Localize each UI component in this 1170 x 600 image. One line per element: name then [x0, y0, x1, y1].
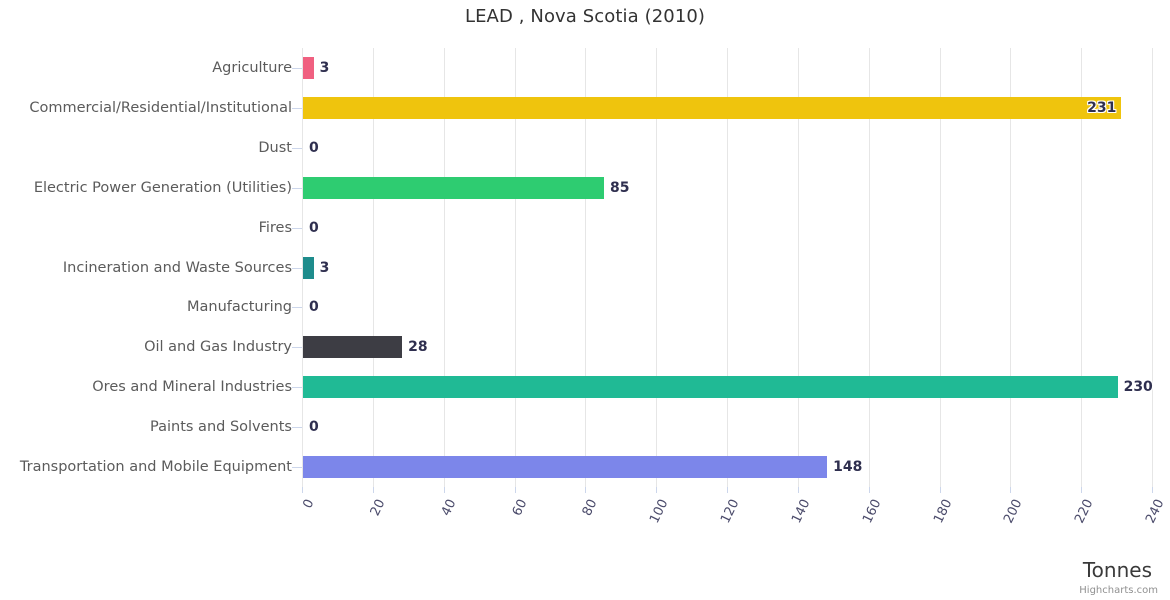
x-tick-mark	[514, 487, 516, 493]
y-axis-label: Oil and Gas Industry	[144, 339, 292, 356]
bar-data-label: 3	[319, 59, 330, 76]
gridline	[797, 48, 799, 487]
x-tick-mark	[939, 487, 941, 493]
y-tick-mark	[292, 387, 302, 389]
y-axis-label: Ores and Mineral Industries	[92, 379, 292, 396]
bar-data-label: 85	[610, 179, 630, 196]
x-tick-label: 220	[1072, 497, 1097, 526]
x-tick-mark	[1081, 487, 1083, 493]
y-tick-mark	[292, 347, 302, 349]
x-tick-label: 100	[647, 497, 672, 526]
x-tick-label: 160	[859, 497, 885, 526]
bar-data-label: 3	[319, 259, 330, 276]
x-tick-mark	[868, 487, 870, 493]
gridline	[302, 48, 303, 487]
y-tick-mark	[292, 467, 302, 469]
y-axis-category-labels: Agriculture Commercial/Residential/Instit…	[0, 48, 302, 487]
x-tick-label: 20	[367, 497, 389, 519]
y-axis-label: Paints and Solvents	[150, 419, 292, 436]
y-axis-label: Fires	[258, 219, 292, 236]
plot-area-gridlines	[302, 48, 1153, 487]
gridline	[443, 48, 445, 487]
y-axis-label: Agriculture	[212, 59, 292, 76]
x-tick-mark	[302, 487, 303, 493]
bar[interactable]	[303, 56, 314, 79]
highcharts-credits[interactable]: Highcharts.com	[1079, 585, 1158, 596]
bar[interactable]	[303, 256, 314, 279]
x-tick-mark	[585, 487, 587, 493]
x-tick-label: 180	[930, 497, 955, 526]
gridline	[514, 48, 516, 487]
bar[interactable]	[303, 456, 828, 479]
y-tick-mark	[292, 267, 302, 269]
x-tick-label: 200	[1001, 497, 1026, 526]
x-tick-label: 80	[580, 497, 601, 519]
y-axis-label: Commercial/Residential/Institutional	[29, 99, 292, 116]
y-tick-mark	[292, 107, 302, 109]
bar[interactable]	[303, 376, 1118, 399]
y-tick-mark	[292, 427, 302, 429]
x-tick-label: 40	[438, 497, 460, 519]
y-tick-mark	[292, 227, 302, 229]
gridline	[372, 48, 374, 487]
x-tick-mark	[443, 487, 445, 493]
x-tick-mark	[1010, 487, 1012, 493]
x-tick-label: 240	[1143, 497, 1168, 526]
chart-title: LEAD , Nova Scotia (2010)	[464, 6, 706, 27]
gridline	[1152, 48, 1153, 487]
y-tick-mark	[292, 187, 302, 189]
x-tick-mark	[656, 487, 658, 493]
y-axis-label: Dust	[258, 139, 292, 156]
y-axis-label: Electric Power Generation (Utilities)	[33, 179, 292, 196]
x-tick-mark	[797, 487, 799, 493]
gridline	[1010, 48, 1012, 487]
x-tick-mark	[727, 487, 728, 493]
y-tick-mark	[292, 67, 302, 69]
x-tick-label: 140	[788, 497, 814, 526]
x-tick-label: 60	[509, 497, 530, 519]
bar-data-label: 0	[309, 219, 319, 236]
bar-data-label: 231	[1087, 99, 1117, 116]
gridline	[727, 48, 728, 487]
x-tick-label: 0	[300, 497, 318, 512]
gridline	[1081, 48, 1083, 487]
y-axis-label: Transportation and Mobile Equipment	[19, 459, 292, 476]
bar[interactable]	[303, 176, 605, 199]
x-axis-ticks: 0 20 40 60 80 100 120 140 160 180 200 220 240	[300, 487, 1167, 547]
gridline	[868, 48, 870, 487]
bar-data-label: 230	[1123, 379, 1153, 396]
y-tick-mark	[292, 147, 302, 149]
bar[interactable]	[303, 336, 403, 359]
gridline	[939, 48, 941, 487]
x-tick-mark	[1152, 487, 1153, 493]
y-axis-label: Manufacturing	[187, 299, 292, 316]
y-tick-mark	[292, 307, 302, 309]
bar-data-label: 0	[309, 419, 319, 436]
x-tick-label: 120	[718, 497, 743, 526]
x-axis-title: Tonnes	[1082, 558, 1152, 582]
gridline	[656, 48, 658, 487]
bar[interactable]	[303, 96, 1122, 119]
x-tick-mark	[372, 487, 374, 493]
bar-data-label: 148	[833, 459, 863, 476]
gridline	[585, 48, 587, 487]
bar-data-label: 0	[309, 139, 319, 156]
bar-series: 3 231 0 85 0 3 0 28 230 0 148	[303, 48, 1153, 487]
bar-data-label: 0	[309, 299, 319, 316]
bar-data-label: 28	[408, 339, 428, 356]
y-axis-label: Incineration and Waste Sources	[62, 259, 292, 276]
